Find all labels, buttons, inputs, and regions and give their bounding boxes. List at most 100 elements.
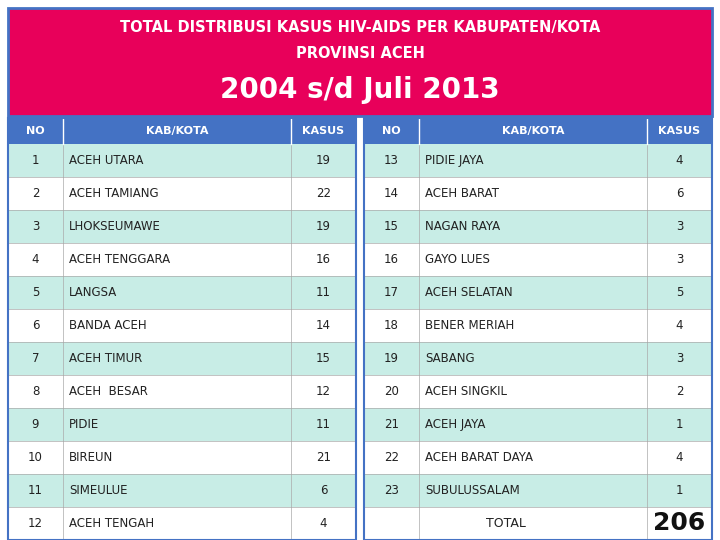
Text: 10: 10 (28, 451, 43, 464)
Text: 3: 3 (676, 220, 683, 233)
Text: 4: 4 (676, 154, 683, 167)
Text: ACEH BARAT DAYA: ACEH BARAT DAYA (425, 451, 533, 464)
Text: 21: 21 (316, 451, 331, 464)
Text: 2: 2 (676, 385, 683, 398)
Text: 12: 12 (316, 385, 331, 398)
Text: NAGAN RAYA: NAGAN RAYA (425, 220, 500, 233)
Bar (364, 375, 712, 408)
Text: 3: 3 (676, 253, 683, 266)
Bar (364, 210, 712, 243)
Bar (364, 243, 712, 276)
Text: 20: 20 (384, 385, 399, 398)
Text: 21: 21 (384, 418, 399, 431)
Text: 19: 19 (316, 154, 331, 167)
Text: ACEH JAYA: ACEH JAYA (425, 418, 485, 431)
Text: PIDIE: PIDIE (69, 418, 99, 431)
Text: ACEH TENGAH: ACEH TENGAH (69, 517, 154, 530)
Bar (8, 408, 356, 441)
Text: 9: 9 (32, 418, 40, 431)
Text: 18: 18 (384, 319, 399, 332)
Bar (8, 375, 356, 408)
Bar (364, 408, 712, 441)
Text: LHOKSEUMAWE: LHOKSEUMAWE (69, 220, 161, 233)
Bar (364, 309, 712, 342)
Text: 15: 15 (384, 220, 399, 233)
Text: 7: 7 (32, 352, 40, 365)
Text: 6: 6 (676, 187, 683, 200)
Text: 4: 4 (676, 451, 683, 464)
Text: 4: 4 (676, 319, 683, 332)
Text: 17: 17 (384, 286, 399, 299)
Bar (8, 342, 356, 375)
Text: 13: 13 (384, 154, 399, 167)
Text: 2: 2 (32, 187, 40, 200)
Text: KASUS: KASUS (658, 126, 701, 136)
Text: 4: 4 (32, 253, 40, 266)
Bar (364, 177, 712, 210)
Bar (364, 118, 712, 540)
Text: 22: 22 (384, 451, 399, 464)
Bar (8, 118, 356, 144)
Text: ACEH BARAT: ACEH BARAT (425, 187, 499, 200)
Bar (8, 210, 356, 243)
Text: KASUS: KASUS (302, 126, 345, 136)
Text: ACEH TAMIANG: ACEH TAMIANG (69, 187, 158, 200)
Text: 5: 5 (676, 286, 683, 299)
Text: 3: 3 (32, 220, 39, 233)
Bar (8, 144, 356, 177)
Text: SIMEULUE: SIMEULUE (69, 484, 127, 497)
Bar (8, 118, 356, 540)
Text: 11: 11 (316, 418, 331, 431)
Bar (364, 441, 712, 474)
Text: SABANG: SABANG (425, 352, 474, 365)
Text: GAYO LUES: GAYO LUES (425, 253, 490, 266)
Text: ACEH TENGGARA: ACEH TENGGARA (69, 253, 170, 266)
Bar (364, 507, 712, 540)
Bar (8, 8, 712, 116)
Bar (8, 441, 356, 474)
Text: 8: 8 (32, 385, 39, 398)
Text: 2004 s/d Juli 2013: 2004 s/d Juli 2013 (220, 76, 500, 104)
Text: ACEH SELATAN: ACEH SELATAN (425, 286, 513, 299)
Text: BANDA ACEH: BANDA ACEH (69, 319, 147, 332)
Bar (8, 243, 356, 276)
Text: 5: 5 (32, 286, 39, 299)
Text: 12: 12 (28, 517, 43, 530)
Bar (364, 474, 712, 507)
Text: KAB/KOTA: KAB/KOTA (145, 126, 208, 136)
Text: 1: 1 (676, 484, 683, 497)
Text: NO: NO (26, 126, 45, 136)
Text: 3: 3 (676, 352, 683, 365)
Text: 19: 19 (384, 352, 399, 365)
Text: ACEH UTARA: ACEH UTARA (69, 154, 143, 167)
Text: 14: 14 (384, 187, 399, 200)
Text: 6: 6 (320, 484, 328, 497)
Text: 19: 19 (316, 220, 331, 233)
Text: PROVINSI ACEH: PROVINSI ACEH (296, 46, 424, 61)
Text: TOTAL: TOTAL (485, 517, 526, 530)
Text: 4: 4 (320, 517, 328, 530)
Text: 1: 1 (676, 418, 683, 431)
Text: SUBULUSSALAM: SUBULUSSALAM (425, 484, 520, 497)
Bar (364, 118, 712, 144)
Text: PIDIE JAYA: PIDIE JAYA (425, 154, 484, 167)
Text: KAB/KOTA: KAB/KOTA (502, 126, 564, 136)
Text: ACEH SINGKIL: ACEH SINGKIL (425, 385, 507, 398)
Bar (364, 144, 712, 177)
Text: 23: 23 (384, 484, 399, 497)
Text: BIREUN: BIREUN (69, 451, 113, 464)
Bar (8, 474, 356, 507)
Bar (364, 276, 712, 309)
Text: 14: 14 (316, 319, 331, 332)
Text: 6: 6 (32, 319, 40, 332)
Text: LANGSA: LANGSA (69, 286, 117, 299)
Bar (8, 309, 356, 342)
Text: NO: NO (382, 126, 401, 136)
Text: 15: 15 (316, 352, 331, 365)
Bar (8, 276, 356, 309)
Text: 16: 16 (316, 253, 331, 266)
Bar (8, 507, 356, 540)
Text: ACEH  BESAR: ACEH BESAR (69, 385, 148, 398)
Text: TOTAL DISTRIBUSI KASUS HIV-AIDS PER KABUPATEN/KOTA: TOTAL DISTRIBUSI KASUS HIV-AIDS PER KABU… (120, 20, 600, 35)
Text: 1: 1 (32, 154, 40, 167)
